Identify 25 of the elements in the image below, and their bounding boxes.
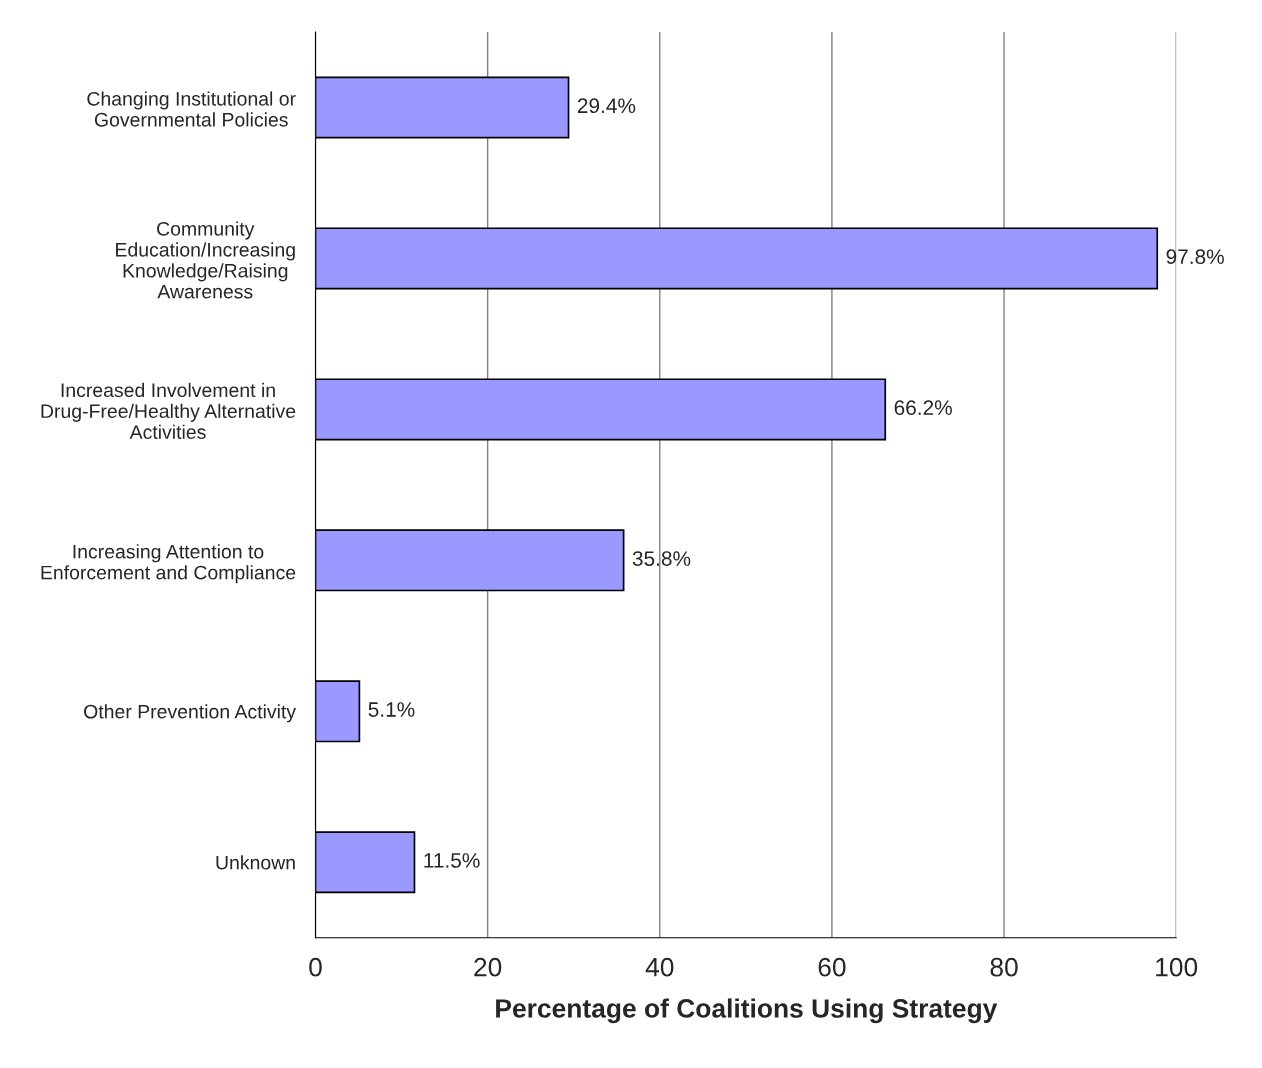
- x-tick-label: 20: [474, 957, 502, 977]
- y-tick-label: Other Prevention Activity: [84, 704, 297, 723]
- x-tick-label: 80: [990, 957, 1018, 977]
- data-label: 66.2%: [894, 400, 952, 415]
- x-tick-label: 100: [1156, 957, 1198, 977]
- y-tick-label: Changing Institutional or Governmental Policies: [87, 91, 296, 127]
- x-tick-label: 0: [309, 957, 322, 977]
- data-label: 29.4%: [577, 98, 636, 114]
- data-label: 35.8%: [632, 551, 691, 566]
- bar: [315, 529, 625, 592]
- bar: [315, 680, 361, 743]
- x-tick-label: 40: [645, 957, 674, 977]
- bar: [315, 831, 416, 894]
- y-tick-label: Increasing Attention to Enforcement and Compliance: [41, 544, 296, 584]
- data-label: 11.5%: [424, 853, 480, 868]
- bar: [315, 76, 570, 139]
- data-label: 5.1%: [368, 702, 415, 717]
- x-axis-title: Percentage of Coalitions Using Strategy: [496, 998, 998, 1024]
- y-tick-label: Unknown: [216, 855, 295, 870]
- x-tick-label: 60: [818, 957, 846, 977]
- bar: [315, 227, 1159, 290]
- y-tick-label: Community Education/Increasing Knowledge/Raising Awareness: [116, 221, 295, 299]
- data-label: 97.8%: [1166, 249, 1224, 265]
- y-tick-label: Increased Involvement in Drug-Free/Healthy Alternative Activities: [41, 382, 296, 439]
- bar: [315, 378, 887, 441]
